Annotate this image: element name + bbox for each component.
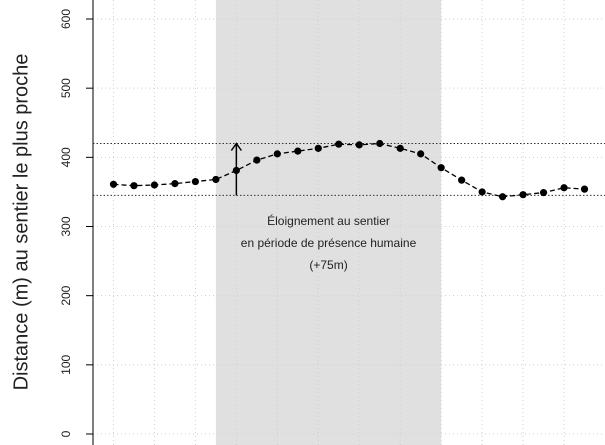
annotation: Éloignement au sentier	[267, 213, 390, 228]
data-point	[437, 164, 445, 172]
annotation: en période de présence humaine	[241, 236, 417, 250]
data-point	[273, 150, 281, 158]
y-tick-label: 100	[59, 355, 73, 375]
data-point	[499, 193, 507, 201]
data-point	[212, 175, 220, 184]
data-point	[458, 176, 466, 184]
data-point	[314, 144, 322, 152]
data-point	[294, 147, 302, 155]
y-tick-label: 300	[59, 216, 73, 236]
data-point	[335, 140, 343, 148]
arrow-head	[230, 142, 242, 151]
y-axis-label: Distance (m) au sentier le plus proche	[10, 54, 32, 391]
data-point	[355, 141, 363, 149]
data-point	[478, 188, 486, 196]
shaded-period	[215, 0, 442, 445]
data-point	[580, 185, 589, 193]
data-point	[376, 139, 384, 148]
data-point	[150, 181, 159, 189]
data-point	[253, 156, 261, 164]
y-tick-label: 0	[59, 430, 73, 437]
data-point	[171, 180, 179, 188]
data-point	[539, 189, 548, 197]
y-tick-label: 600	[59, 9, 73, 29]
data-point	[109, 180, 118, 188]
data-point	[130, 182, 138, 190]
data-point	[396, 144, 404, 152]
data-point	[560, 184, 568, 192]
y-tick-label: 500	[59, 78, 73, 98]
annotation: (+75m)	[309, 258, 347, 272]
y-tick-label: 400	[59, 147, 73, 167]
data-point	[191, 177, 199, 186]
data-point	[417, 150, 425, 158]
data-point	[519, 191, 527, 199]
data-point	[232, 166, 240, 175]
y-tick-label: 200	[59, 285, 73, 305]
